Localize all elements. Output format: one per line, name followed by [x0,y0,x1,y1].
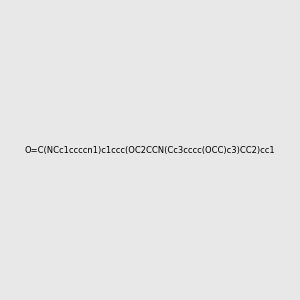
Text: O=C(NCc1ccccn1)c1ccc(OC2CCN(Cc3cccc(OCC)c3)CC2)cc1: O=C(NCc1ccccn1)c1ccc(OC2CCN(Cc3cccc(OCC)… [25,146,275,154]
